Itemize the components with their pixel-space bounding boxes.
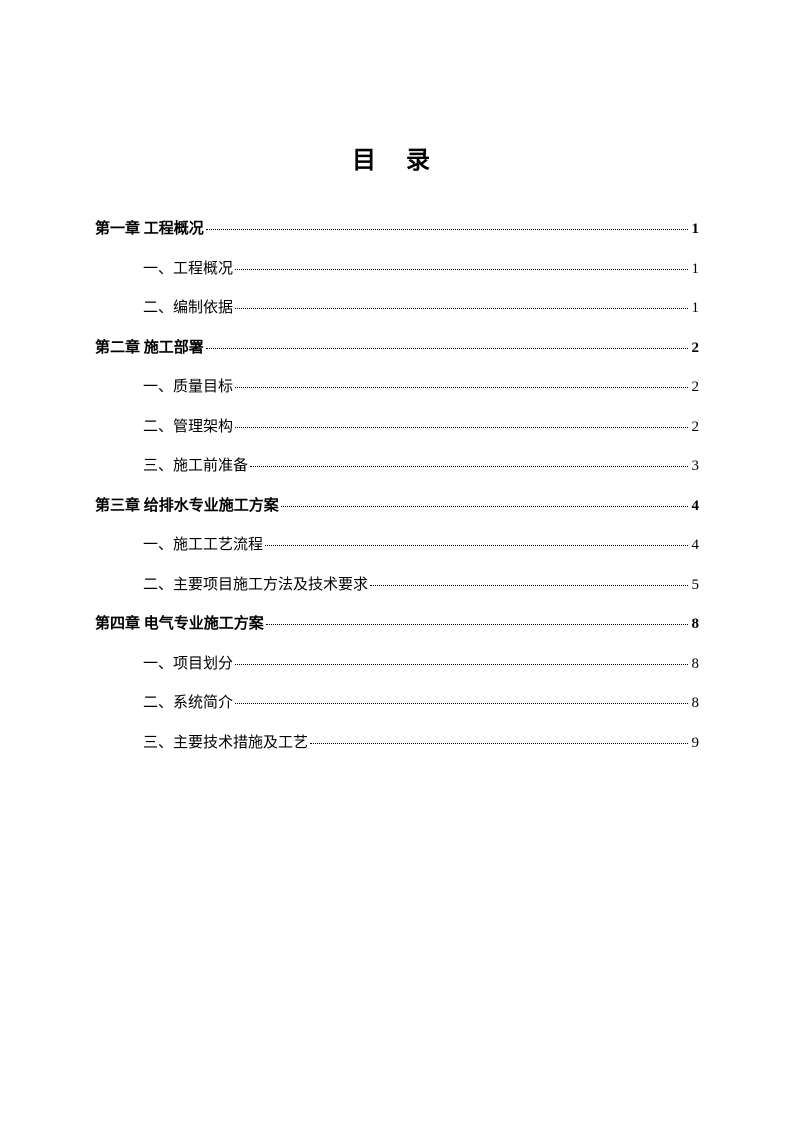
toc-dots (250, 466, 687, 467)
toc-dots (206, 348, 688, 349)
toc-entry-chapter: 第二章 施工部署 2 (95, 336, 699, 362)
toc-dots (281, 506, 688, 507)
toc-page: 1 (690, 217, 700, 243)
toc-entry-section: 一、质量目标 2 (95, 375, 699, 401)
toc-dots (235, 269, 687, 270)
toc-dots (265, 545, 687, 546)
toc-label: 第三章 给排水专业施工方案 (95, 494, 279, 520)
toc-entry-section: 二、主要项目施工方法及技术要求 5 (95, 573, 699, 599)
toc-label: 一、质量目标 (143, 375, 233, 401)
toc-entry-section: 一、项目划分 8 (95, 652, 699, 678)
toc-page: 8 (690, 612, 700, 638)
toc-page: 4 (690, 494, 700, 520)
toc-dots (235, 427, 687, 428)
toc-dots (266, 624, 688, 625)
toc-page: 8 (690, 652, 700, 678)
toc-label: 一、项目划分 (143, 652, 233, 678)
toc-dots (370, 585, 687, 586)
toc-page: 2 (690, 415, 700, 441)
toc-dots (235, 664, 687, 665)
toc-page: 1 (690, 296, 700, 322)
toc-label: 一、工程概况 (143, 257, 233, 283)
toc-page: 2 (690, 336, 700, 362)
toc-dots (235, 387, 687, 388)
toc-dots (310, 743, 687, 744)
toc-page: 9 (690, 731, 700, 757)
toc-entry-section: 三、主要技术措施及工艺 9 (95, 731, 699, 757)
toc-label: 三、主要技术措施及工艺 (143, 731, 308, 757)
toc-label: 二、管理架构 (143, 415, 233, 441)
toc-page: 2 (690, 375, 700, 401)
toc-page: 5 (690, 573, 700, 599)
toc-dots (235, 308, 687, 309)
toc-page: 1 (690, 257, 700, 283)
toc-entry-section: 一、工程概况 1 (95, 257, 699, 283)
toc-entry-section: 一、施工工艺流程 4 (95, 533, 699, 559)
toc-label: 二、编制依据 (143, 296, 233, 322)
page-title: 目 录 (95, 140, 699, 175)
toc-label: 第一章 工程概况 (95, 217, 204, 243)
toc-entry-section: 二、系统简介 8 (95, 691, 699, 717)
toc-label: 第二章 施工部署 (95, 336, 204, 362)
toc-entry-section: 三、施工前准备 3 (95, 454, 699, 480)
toc-entry-section: 二、管理架构 2 (95, 415, 699, 441)
toc-page: 8 (690, 691, 700, 717)
toc-page: 3 (690, 454, 700, 480)
toc-entry-chapter: 第一章 工程概况 1 (95, 217, 699, 243)
toc-container: 第一章 工程概况 1 一、工程概况 1 二、编制依据 1 第二章 施工部署 2 … (95, 217, 699, 756)
toc-label: 三、施工前准备 (143, 454, 248, 480)
toc-label: 一、施工工艺流程 (143, 533, 263, 559)
toc-entry-chapter: 第四章 电气专业施工方案 8 (95, 612, 699, 638)
toc-entry-chapter: 第三章 给排水专业施工方案 4 (95, 494, 699, 520)
toc-entry-section: 二、编制依据 1 (95, 296, 699, 322)
toc-dots (235, 703, 687, 704)
toc-label: 二、主要项目施工方法及技术要求 (143, 573, 368, 599)
toc-label: 二、系统简介 (143, 691, 233, 717)
toc-page: 4 (690, 533, 700, 559)
toc-dots (206, 229, 688, 230)
toc-label: 第四章 电气专业施工方案 (95, 612, 264, 638)
